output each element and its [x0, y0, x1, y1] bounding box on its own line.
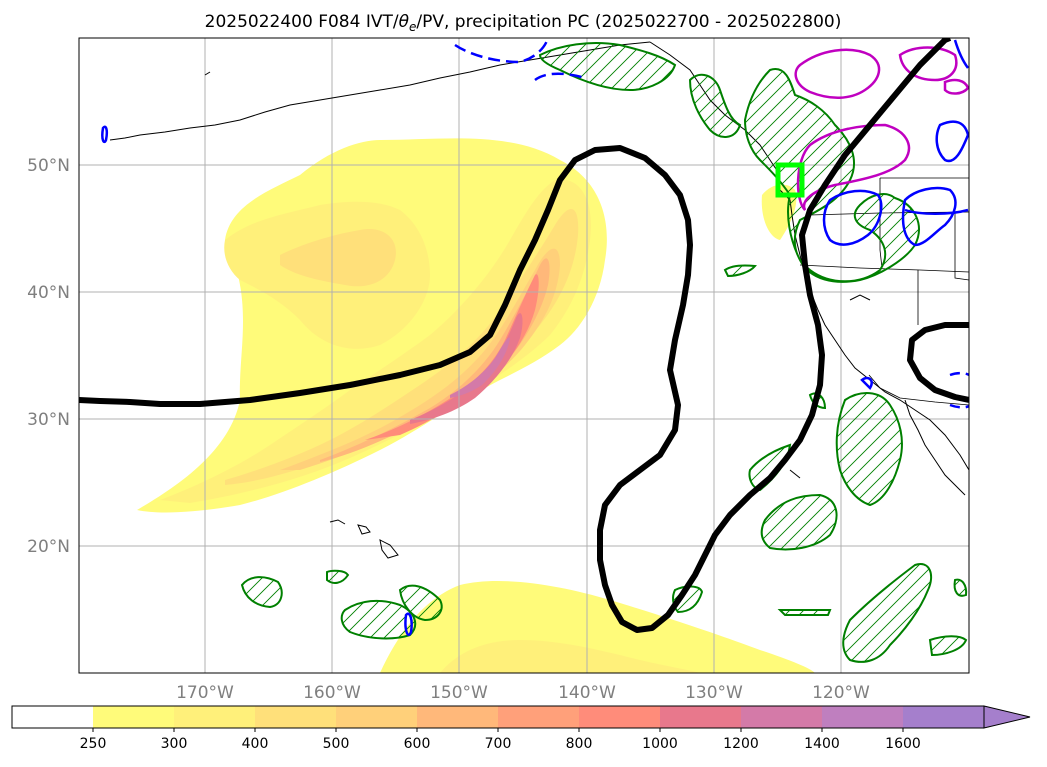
lon-label-160w: 160°W [303, 683, 361, 703]
colorbar-segment [174, 706, 255, 728]
colorbar-tick-label: 700 [485, 736, 512, 752]
lat-label-30: 30°N [27, 410, 70, 430]
lat-label-50: 50°N [27, 156, 70, 176]
colorbar-segment [93, 706, 174, 728]
lon-label-140w: 140°W [558, 683, 616, 703]
colorbar-tick-label: 1000 [642, 736, 678, 752]
lat-label-40: 40°N [27, 283, 70, 303]
colorbar-segment [498, 706, 579, 728]
ivt-400 [225, 208, 579, 485]
colorbar-tick-label: 300 [161, 736, 188, 752]
map-panel [78, 37, 970, 674]
lon-label-170w: 170°W [176, 683, 234, 703]
map-frame [78, 37, 970, 674]
ivt-coast [761, 184, 797, 240]
colorbar-segment [255, 706, 336, 728]
lon-labels: 170°W 160°W 150°W 140°W 130°W 120°W [176, 683, 870, 703]
ivt-300 [160, 179, 591, 504]
colorbar-tick-label: 1400 [804, 736, 840, 752]
figure-title: 2025022400 F084 IVT/θe/PV, precipitation… [205, 12, 842, 34]
colorbar-segment [579, 706, 660, 728]
colorbar-tick-label: 1600 [885, 736, 921, 752]
theta-contour-main [79, 38, 952, 633]
colorbar-segment [12, 706, 93, 728]
lat-label-20: 20°N [27, 537, 70, 557]
colorbar-segment [417, 706, 498, 728]
pv-contours [101, 38, 969, 637]
colorbar-tick-label: 600 [404, 736, 431, 752]
ivt-1200 [450, 337, 510, 398]
colorbar-tick-label: 400 [242, 736, 269, 752]
colorbar-tick-label: 250 [80, 736, 107, 752]
colorbar-extend-arrow [983, 705, 1031, 729]
lon-label-120w: 120°W [812, 683, 870, 703]
colorbar-tick-label: 500 [323, 736, 350, 752]
lon-label-130w: 130°W [685, 683, 743, 703]
colorbar-tick-label: 800 [566, 736, 593, 752]
colorbar-segment [336, 706, 417, 728]
highlight-box [775, 162, 805, 198]
colorbar-segment [741, 706, 822, 728]
theta-contour-east [907, 322, 969, 403]
colorbar-segment [660, 706, 741, 728]
ivt-south-2 [440, 640, 700, 673]
colorbar: 250 300 400 500 600 700 800 1000 1200 1400 1600 [11, 705, 1031, 752]
lon-label-150w: 150°W [430, 683, 488, 703]
colorbar-segment [822, 706, 903, 728]
ivt-1000 [410, 313, 523, 424]
colorbar-tick-label: 1200 [723, 736, 759, 752]
lat-labels: 50°N 40°N 30°N 20°N [27, 156, 70, 557]
theta-contours [79, 38, 969, 633]
gridlines [79, 38, 969, 673]
colorbar-segment [903, 706, 984, 728]
